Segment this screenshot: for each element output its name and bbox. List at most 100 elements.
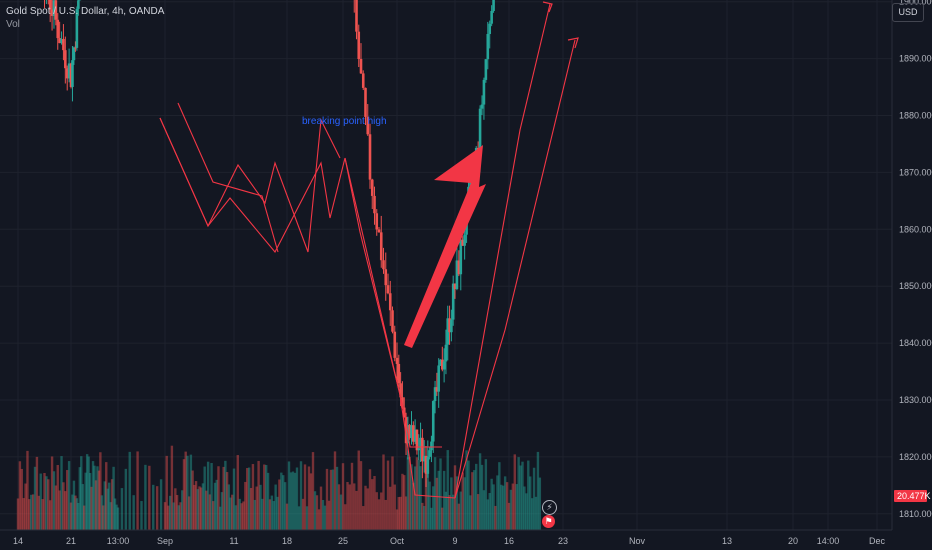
volume-bar — [482, 490, 486, 530]
arrow-head-lower[interactable] — [567, 37, 579, 49]
candle-body — [448, 318, 451, 333]
volume-bar — [309, 473, 313, 530]
candle-body — [355, 0, 358, 32]
volume-bar — [80, 456, 83, 530]
time-tick-label[interactable]: 21 — [66, 536, 76, 546]
downtrend-upper[interactable] — [344, 157, 442, 448]
candle-body — [69, 63, 73, 87]
volume-bar — [311, 452, 315, 530]
time-tick-label[interactable]: 13:00 — [107, 536, 130, 546]
time-tick-label[interactable]: 14:00 — [817, 536, 840, 546]
time-tick-label[interactable]: 16 — [504, 536, 514, 546]
volume-bar — [496, 475, 499, 530]
time-tick-label[interactable]: 23 — [558, 536, 568, 546]
price-tick-label[interactable]: 1830.000 — [899, 395, 932, 405]
candle-body — [382, 260, 385, 270]
zigzag-lower[interactable] — [159, 117, 346, 253]
volume-bar — [167, 505, 170, 530]
volume-bar — [99, 452, 102, 530]
lightning-icon[interactable]: ⚡ — [542, 500, 557, 515]
time-tick-label[interactable]: Nov — [629, 536, 646, 546]
time-axis[interactable]: 14 21 13:00 Sep 11 18 25 Oct 9 16 23 Nov 13 20 14:00 De… — [0, 529, 892, 546]
time-tick-label[interactable]: 25 — [338, 536, 348, 546]
price-tick-label[interactable]: 1820.000 — [899, 452, 932, 462]
candle-body — [457, 260, 461, 275]
volume-bar — [403, 475, 406, 530]
volume-bar — [350, 462, 354, 530]
time-tick-label[interactable]: 11 — [229, 536, 238, 546]
volume-bar — [527, 460, 530, 530]
volume-bar — [335, 466, 339, 530]
volume-bar — [274, 484, 277, 530]
volume-bar — [393, 484, 396, 530]
volume-bar — [20, 468, 23, 530]
candle-body — [421, 437, 424, 462]
price-tick-label[interactable]: 1890.000 — [899, 54, 932, 64]
candle-body — [364, 87, 367, 117]
time-tick-label[interactable]: Sep — [157, 536, 173, 546]
volume-bar — [366, 488, 369, 530]
volume-bar — [88, 472, 92, 530]
uptrend-channel-upper[interactable] — [454, 3, 551, 499]
candle-body — [431, 401, 435, 442]
downtrend-lower[interactable] — [344, 157, 456, 499]
volume-bar — [194, 481, 198, 530]
symbol-title[interactable]: Gold Spot / U.S. Dollar, 4h, OANDA — [6, 6, 165, 17]
volume-bar — [534, 496, 538, 530]
volume-bar — [128, 451, 131, 530]
volume-bar — [231, 494, 234, 530]
volume-bar — [413, 466, 417, 530]
volume-bar — [465, 450, 468, 530]
volume-bar — [255, 486, 258, 530]
candle-body — [430, 441, 433, 451]
flag-icon[interactable]: ⚑ — [542, 515, 555, 528]
volume-bar — [426, 456, 430, 530]
volume-legend[interactable]: Vol — [6, 19, 20, 30]
volume-bar — [232, 468, 236, 530]
time-tick-label[interactable]: 9 — [452, 536, 457, 546]
candle-body — [433, 387, 437, 402]
currency-button[interactable]: USD — [892, 3, 924, 22]
candle-body — [373, 195, 376, 214]
zigzag-mid[interactable] — [177, 102, 279, 253]
volume-bar — [362, 506, 365, 530]
volume-bar — [236, 455, 239, 530]
candle-body — [379, 232, 383, 261]
candle-body — [361, 73, 365, 88]
arrow-head-upper[interactable] — [542, 1, 553, 13]
price-tick-label[interactable]: 1860.000 — [899, 224, 932, 234]
volume-bar — [85, 454, 89, 530]
uptrend-channel-lower[interactable] — [454, 39, 576, 499]
price-tick-label[interactable]: 1870.000 — [899, 167, 932, 177]
time-tick-label[interactable]: 20 — [788, 536, 798, 546]
time-tick-label[interactable]: Dec — [869, 536, 886, 546]
volume-bar — [395, 509, 399, 530]
volume-bar — [45, 476, 48, 530]
volume-bar — [346, 481, 349, 530]
volume-bar — [26, 450, 29, 530]
price-tick-label[interactable]: 1850.000 — [899, 281, 932, 291]
volume-bar — [74, 495, 77, 530]
volume-bar — [186, 455, 189, 530]
volume-bar — [486, 499, 489, 530]
candle-body — [388, 293, 392, 311]
price-tick-label[interactable]: 1880.000 — [899, 111, 932, 121]
candle-body — [50, 9, 54, 16]
volume-bar — [513, 454, 516, 530]
time-tick-label[interactable]: Oct — [390, 536, 405, 546]
volume-bar — [406, 457, 410, 530]
annotation-breaking-point[interactable]: breaking point high — [302, 116, 387, 127]
zigzag-upper[interactable] — [159, 117, 341, 253]
candle-body — [441, 359, 444, 370]
volume-bar — [476, 494, 480, 530]
big-arrow[interactable] — [404, 145, 486, 348]
price-tick-label[interactable]: 1810.000 — [899, 509, 932, 519]
volume-bar — [179, 502, 182, 530]
volume-bar — [331, 469, 335, 530]
drawings[interactable]: breaking point high — [159, 1, 579, 499]
price-tick-label[interactable]: 1840.000 — [899, 338, 932, 348]
time-tick-label[interactable]: 14 — [13, 536, 23, 546]
time-tick-label[interactable]: 18 — [282, 536, 292, 546]
time-tick-label[interactable]: 13 — [722, 536, 732, 546]
